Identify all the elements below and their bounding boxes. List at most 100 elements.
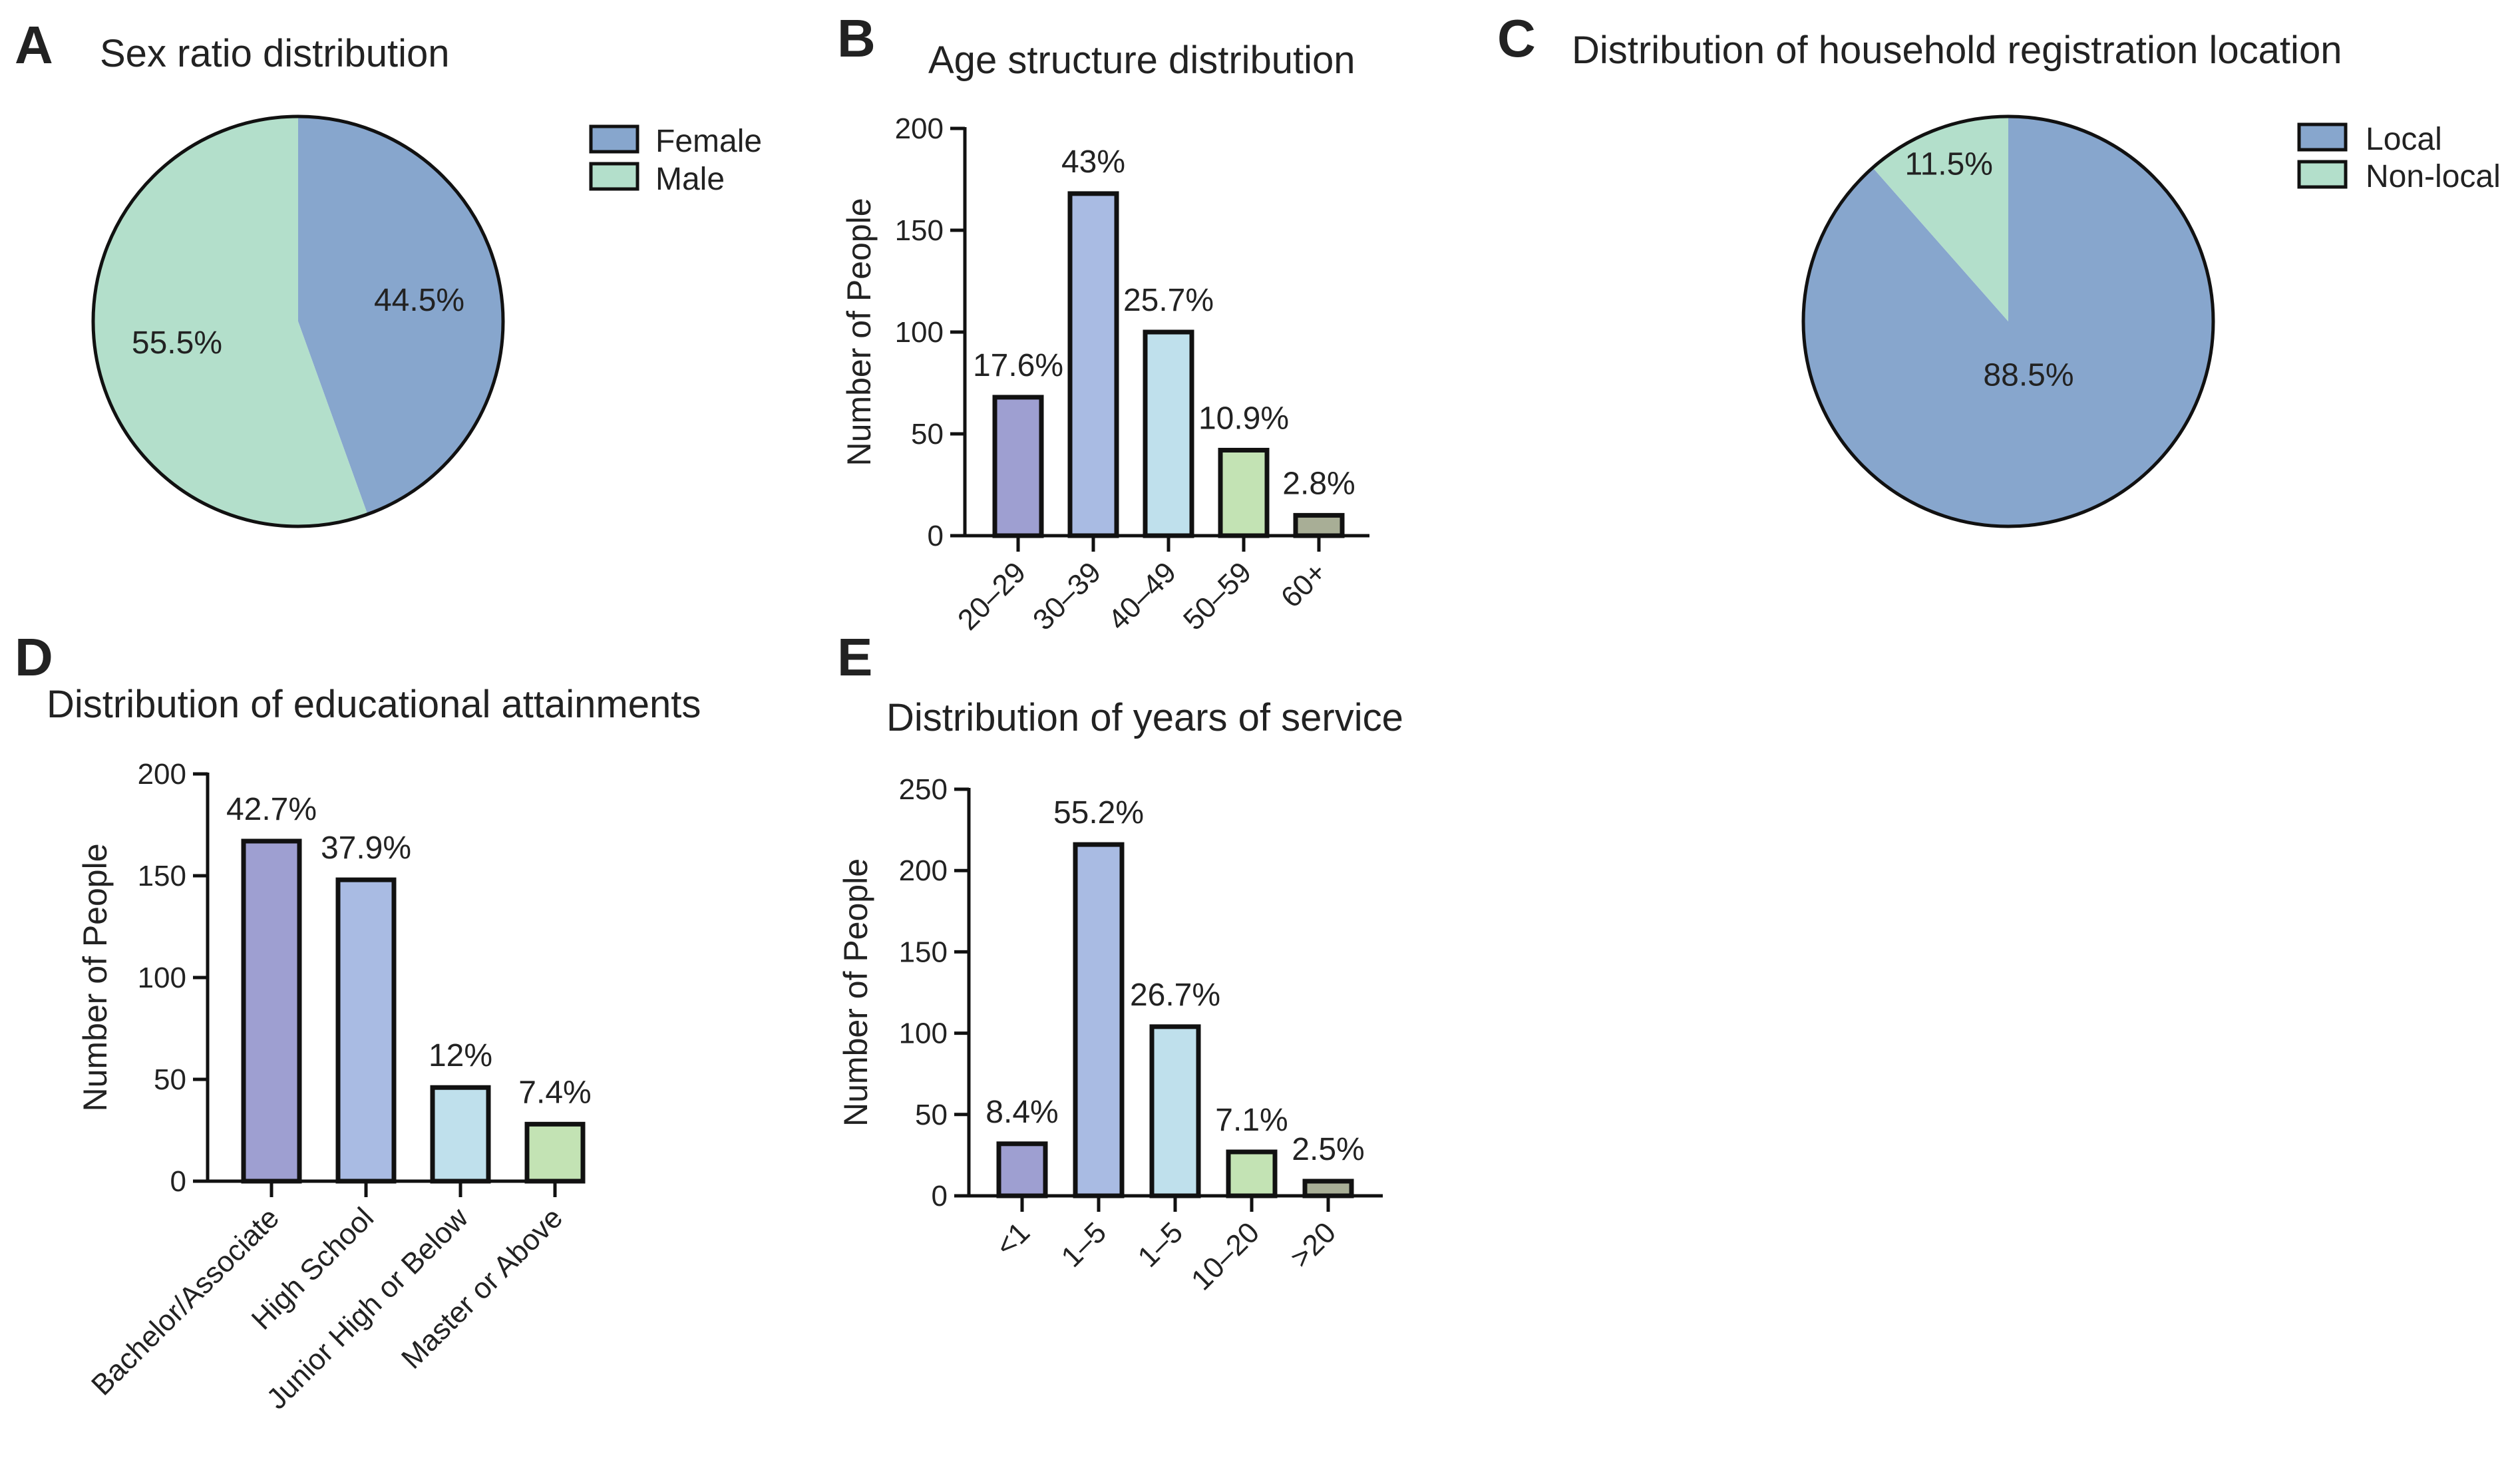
chart-d-bar-label-0: 42.7%	[226, 792, 317, 827]
pie-a-slice-label-0: 44.5%	[374, 283, 464, 318]
panel-letter-c: C	[1497, 9, 1536, 68]
legend-a-label-male: Male	[655, 162, 725, 197]
chart-e-y-label: Number of People	[837, 858, 874, 1127]
chart-d-bar-2	[430, 1085, 491, 1184]
chart-e-bar-0	[996, 1141, 1048, 1198]
chart-b-bar-label-0: 17.6%	[973, 348, 1063, 383]
pie-chart-a: 44.5% 55.5%	[91, 114, 505, 528]
chart-b-bar-0	[992, 395, 1044, 538]
chart-d-bar-label-1: 37.9%	[321, 830, 411, 866]
chart-b-y-tick-label: 200	[895, 112, 944, 145]
chart-d-bar-1	[335, 877, 397, 1184]
legend-c-swatch-local	[2297, 122, 2348, 152]
chart-e-y-tick-label: 250	[899, 773, 948, 806]
chart-e-x-tick-label-3: 10–20	[1185, 1216, 1266, 1296]
panel-a: A Sex ratio distribution 44.5% 55.5% Fema…	[15, 15, 762, 528]
bar-chart-e: 0 50 100 150 200 250 Number of People 8.4% <1 55.…	[837, 773, 1383, 1297]
chart-e-y-tick-label: 100	[899, 1017, 948, 1050]
chart-b-title: Age structure distribution	[928, 39, 1355, 82]
chart-d-x-tick-label-3: Master or Above	[395, 1201, 569, 1375]
legend-a: Female Male	[589, 124, 762, 197]
panel-e: E Distribution of years of service 0 50 10…	[837, 628, 1403, 1297]
chart-b-x-tick-label-1: 30–39	[1027, 556, 1107, 636]
chart-e-y-tick-label: 50	[915, 1099, 948, 1131]
chart-b-bar-3	[1218, 447, 1270, 538]
chart-b-bar-label-2: 25.7%	[1123, 283, 1214, 318]
chart-b-bar-1	[1067, 191, 1119, 538]
chart-d-bar-0	[241, 838, 302, 1184]
chart-d-y-tick-label: 0	[170, 1165, 186, 1198]
chart-e-bar-label-0: 8.4%	[986, 1095, 1058, 1130]
pie-a-slice-0	[298, 116, 503, 514]
chart-d-y-tick-label: 150	[138, 860, 186, 892]
legend-a-swatch-male	[589, 162, 639, 191]
chart-b-bar-label-4: 2.8%	[1282, 466, 1355, 501]
chart-e-title: Distribution of years of service	[886, 696, 1403, 739]
chart-e-x-tick-label-1: 1–5	[1055, 1216, 1113, 1274]
pie-c-slice-0	[1803, 116, 2213, 526]
chart-e-bar-1	[1073, 842, 1125, 1198]
panel-b: B Age structure distribution 0 50 100 150 20…	[837, 9, 1369, 637]
chart-d-y-label: Number of People	[77, 843, 114, 1111]
chart-d-x-tick-label-0: Bachelor/Associate	[85, 1201, 285, 1401]
pie-c-slice-label-0: 88.5%	[1983, 358, 2073, 393]
chart-e-x-tick-label-2: 1–5	[1132, 1216, 1190, 1274]
bar-chart-b: 0 50 100 150 200 Number of People 17.6% 20–29 43…	[840, 112, 1369, 637]
chart-d-title: Distribution of educational attainments	[47, 683, 701, 726]
panel-letter-d: D	[15, 628, 53, 687]
pie-a-slice-1	[93, 116, 368, 526]
chart-e-bar-label-4: 2.5%	[1292, 1132, 1364, 1167]
chart-e-x-tick-label-4: >20	[1284, 1216, 1342, 1274]
chart-b-y-tick-label: 50	[911, 418, 944, 451]
legend-c-label-nonlocal: Non-local	[2366, 159, 2501, 194]
pie-c-outline	[1801, 114, 2215, 528]
legend-a-label-female: Female	[655, 124, 762, 159]
chart-d-y-tick-label: 100	[138, 962, 186, 994]
chart-b-y-tick-label: 0	[928, 520, 944, 552]
chart-b-y-tick-label: 100	[895, 316, 944, 349]
legend-a-swatch-female	[589, 124, 639, 154]
bar-chart-d: 0 50 100 150 200 Number of People 42.7% Bachelo…	[77, 758, 592, 1415]
chart-b-x-tick-label-2: 40–49	[1102, 556, 1182, 636]
chart-d-bar-3	[524, 1121, 586, 1184]
legend-c-label-local: Local	[2366, 122, 2442, 157]
chart-d-bar-label-3: 7.4%	[518, 1075, 591, 1110]
chart-b-y-label: Number of People	[840, 198, 878, 466]
chart-c-title: Distribution of household registration l…	[1572, 29, 2342, 72]
chart-e-bar-label-3: 7.1%	[1215, 1103, 1288, 1138]
pie-c-slice-label-1: 11.5%	[1904, 147, 1993, 182]
chart-e-y-tick-label: 200	[899, 854, 948, 887]
chart-b-bar-label-3: 10.9%	[1198, 401, 1289, 436]
chart-e-y-tick-label: 150	[899, 936, 948, 968]
chart-e-bar-4	[1302, 1179, 1354, 1198]
legend-c: Local Non-local	[2297, 122, 2501, 194]
panel-letter-a: A	[15, 15, 53, 75]
chart-b-x-tick-label-4: 60+	[1275, 556, 1333, 614]
chart-b-x-tick-label-0: 20–29	[952, 556, 1032, 636]
panel-letter-e: E	[837, 628, 872, 687]
chart-e-x-tick-label-0: <1	[990, 1216, 1036, 1262]
pie-a-outline	[91, 114, 505, 528]
pie-a-slice-label-1: 55.5%	[132, 325, 222, 361]
chart-b-y-tick-label: 150	[895, 214, 944, 247]
legend-c-swatch-nonlocal	[2297, 160, 2348, 189]
chart-b-bar-label-1: 43%	[1061, 144, 1125, 180]
chart-e-y-tick-label: 0	[932, 1180, 948, 1212]
chart-b-bar-2	[1143, 329, 1194, 538]
chart-d-bar-label-2: 12%	[429, 1038, 492, 1073]
chart-b-x-tick-label-3: 50–59	[1177, 556, 1258, 636]
panel-d: D Distribution of educational attainment…	[15, 628, 701, 1415]
chart-d-y-tick-label: 200	[138, 758, 186, 791]
panel-c: C Distribution of household registration…	[1497, 9, 2501, 528]
panel-letter-b: B	[837, 9, 876, 68]
chart-e-bar-label-2: 26.7%	[1130, 978, 1220, 1013]
chart-e-bar-3	[1226, 1149, 1278, 1198]
pie-chart-c: 88.5% 11.5%	[1801, 114, 2215, 528]
chart-d-y-tick-label: 50	[154, 1063, 186, 1096]
chart-a-title: Sex ratio distribution	[100, 32, 449, 75]
chart-e-bar-2	[1149, 1024, 1201, 1198]
chart-b-bar-4	[1293, 512, 1345, 538]
chart-e-bar-label-1: 55.2%	[1053, 795, 1144, 830]
pie-c-slice-1	[1873, 116, 2008, 321]
